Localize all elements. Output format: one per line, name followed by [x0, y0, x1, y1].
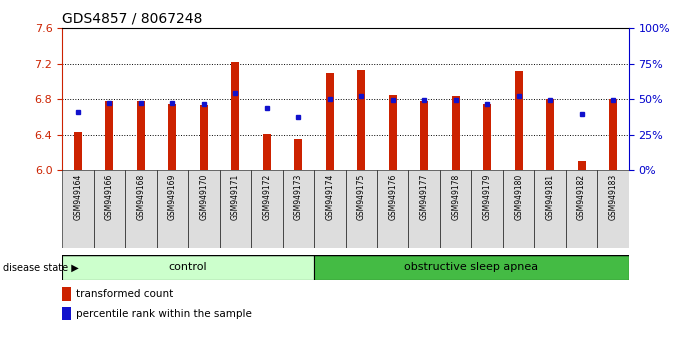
Bar [483, 104, 491, 170]
Text: GSM949170: GSM949170 [199, 174, 209, 220]
Bar [578, 161, 585, 170]
Bar [471, 170, 503, 248]
Text: GSM949179: GSM949179 [482, 174, 492, 220]
Bar [251, 170, 283, 248]
Bar [157, 170, 188, 248]
Bar [503, 170, 534, 248]
Text: percentile rank within the sample: percentile rank within the sample [76, 309, 252, 319]
Bar [515, 71, 522, 170]
Bar [609, 99, 617, 170]
Bar [546, 99, 554, 170]
Text: GSM949174: GSM949174 [325, 174, 334, 220]
Bar [106, 101, 113, 170]
Bar [389, 95, 397, 170]
Bar [357, 70, 365, 170]
Text: control: control [169, 262, 207, 272]
Bar [169, 104, 176, 170]
Bar [263, 134, 271, 170]
Text: GSM949171: GSM949171 [231, 174, 240, 220]
Text: GSM949183: GSM949183 [609, 174, 618, 220]
Text: GSM949177: GSM949177 [419, 174, 428, 220]
Bar [377, 170, 408, 248]
Bar [440, 170, 471, 248]
Text: GSM949175: GSM949175 [357, 174, 366, 220]
Text: GSM949168: GSM949168 [136, 174, 145, 220]
Text: GDS4857 / 8067248: GDS4857 / 8067248 [62, 12, 202, 26]
Bar [62, 307, 70, 320]
Bar [314, 170, 346, 248]
Text: GSM949176: GSM949176 [388, 174, 397, 220]
Bar [283, 170, 314, 248]
Text: GSM949169: GSM949169 [168, 174, 177, 220]
Bar [408, 170, 440, 248]
Bar [137, 101, 145, 170]
Bar [534, 170, 566, 248]
Bar [74, 132, 82, 170]
Bar [314, 255, 629, 280]
Text: GSM949181: GSM949181 [546, 174, 555, 220]
Text: GSM949164: GSM949164 [73, 174, 82, 220]
Bar [294, 139, 302, 170]
Bar [346, 170, 377, 248]
Bar [62, 170, 94, 248]
Text: disease state ▶: disease state ▶ [3, 262, 79, 272]
Text: GSM949178: GSM949178 [451, 174, 460, 220]
Bar [62, 255, 314, 280]
Text: GSM949180: GSM949180 [514, 174, 523, 220]
Text: GSM949166: GSM949166 [105, 174, 114, 220]
Text: transformed count: transformed count [76, 289, 173, 299]
Bar [125, 170, 157, 248]
Bar [188, 170, 220, 248]
Text: GSM949173: GSM949173 [294, 174, 303, 220]
Bar [420, 101, 428, 170]
Bar [220, 170, 251, 248]
Bar [597, 170, 629, 248]
Bar [231, 62, 239, 170]
Text: obstructive sleep apnea: obstructive sleep apnea [404, 262, 538, 272]
Bar [452, 97, 460, 170]
Bar [200, 105, 208, 170]
Bar [94, 170, 125, 248]
Bar [566, 170, 597, 248]
Text: GSM949172: GSM949172 [263, 174, 272, 220]
Text: GSM949182: GSM949182 [577, 174, 586, 220]
Bar [326, 74, 334, 170]
Bar [62, 287, 70, 301]
